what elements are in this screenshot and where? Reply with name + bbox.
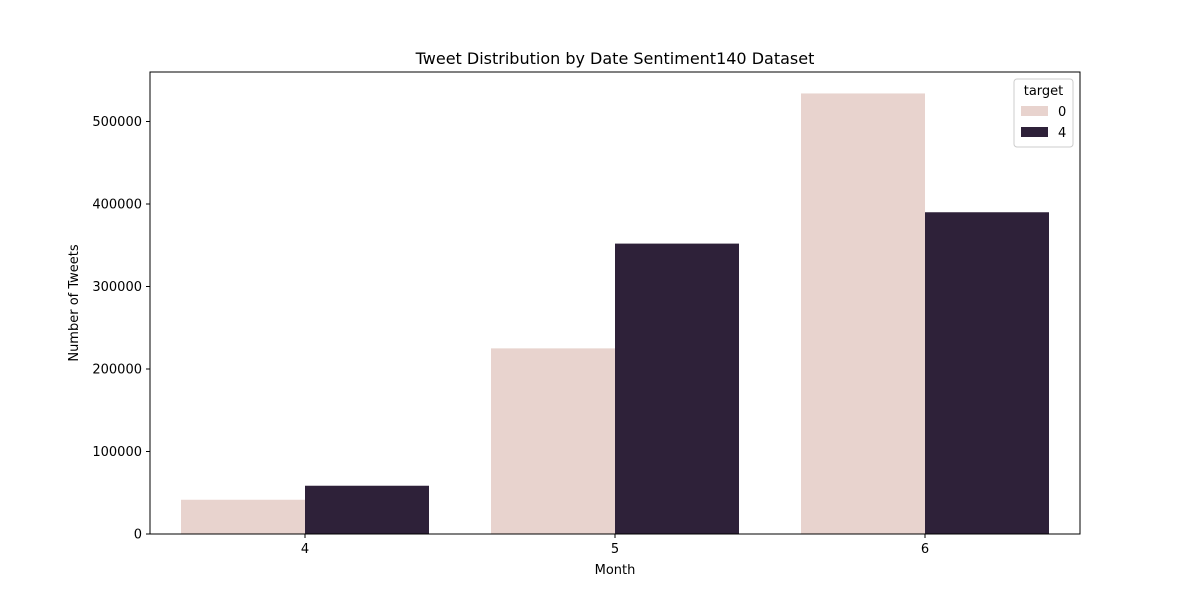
y-tick-label: 0 (134, 528, 142, 543)
y-tick-label: 100000 (92, 445, 142, 460)
plot-frame (149, 71, 1081, 535)
y-tick-label: 200000 (92, 363, 142, 378)
bar-month-4-target-4 (305, 485, 429, 534)
chart-title: Tweet Distribution by Date Sentiment140 … (415, 49, 815, 68)
bar-month-5-target-4 (615, 243, 739, 534)
legend: target 0 4 (1013, 78, 1074, 148)
bar-month-6-target-0 (801, 93, 925, 534)
legend-swatch-0 (1021, 106, 1048, 116)
legend-label-0: 0 (1058, 105, 1066, 120)
y-axis-label: Number of Tweets (67, 244, 82, 362)
x-tick-label: 4 (301, 542, 309, 557)
legend-label-4: 4 (1058, 126, 1066, 141)
y-tick-label: 400000 (92, 198, 142, 213)
x-axis-label: Month (595, 563, 636, 578)
bar-month-6-target-4 (925, 212, 1049, 534)
y-tick-label: 500000 (92, 115, 142, 130)
legend-title: target (1024, 84, 1064, 99)
x-tick-label: 5 (611, 542, 619, 557)
bars-group (181, 93, 1049, 534)
x-axis: 4 5 6 (301, 534, 929, 557)
y-axis: 0 100000 200000 300000 400000 500000 (92, 115, 150, 543)
bar-month-5-target-0 (491, 348, 615, 534)
legend-swatch-4 (1021, 127, 1048, 137)
x-tick-label: 6 (921, 542, 929, 557)
y-tick-label: 300000 (92, 280, 142, 295)
bar-month-4-target-0 (181, 499, 305, 534)
